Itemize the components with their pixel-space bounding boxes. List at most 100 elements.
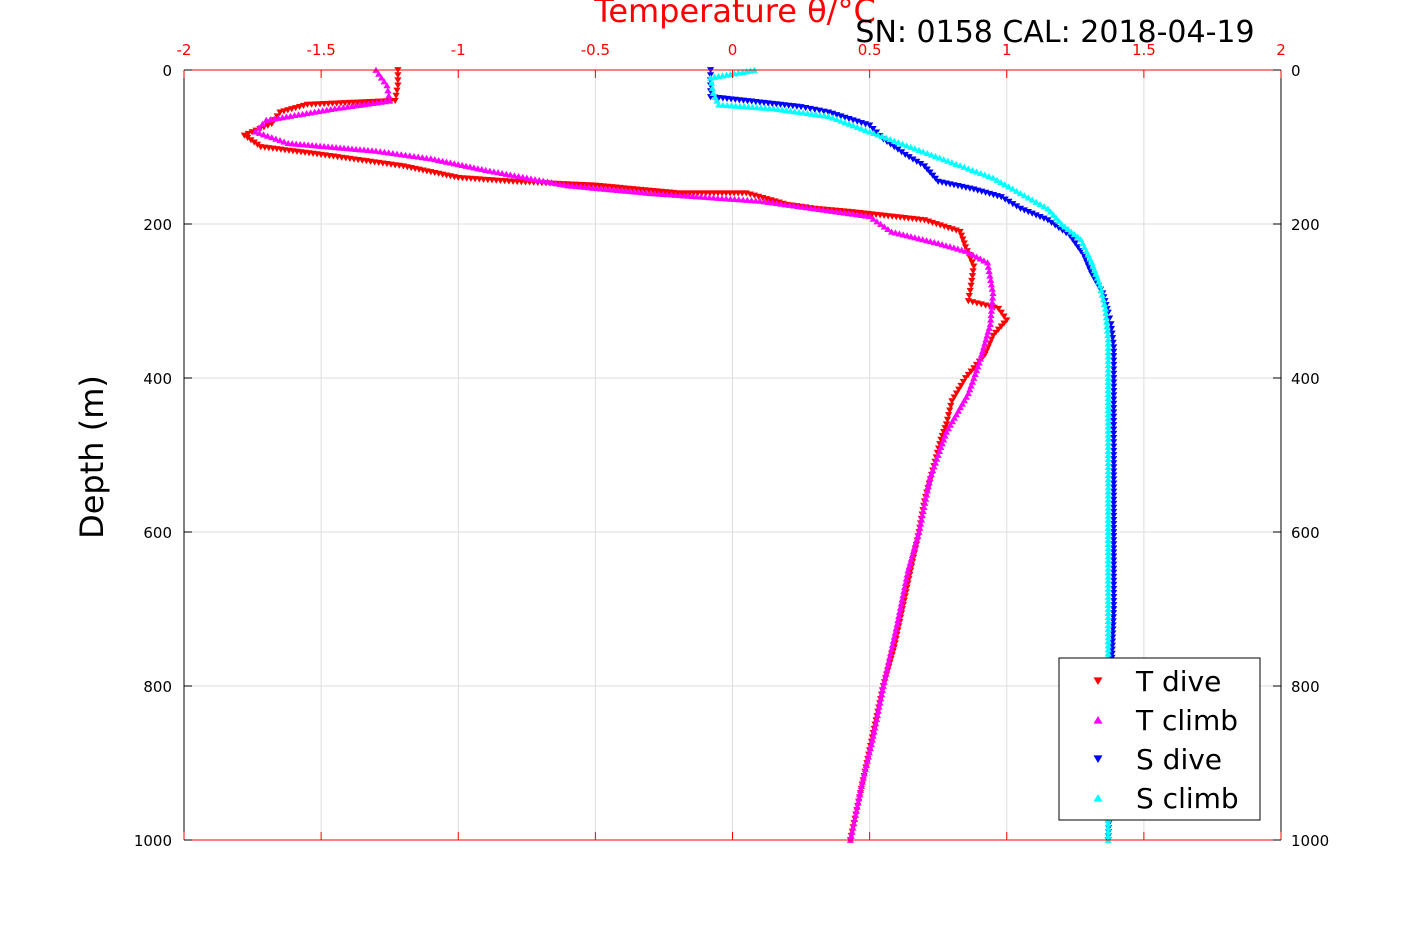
data-point — [1020, 192, 1028, 199]
data-point — [1110, 476, 1118, 483]
data-point — [1103, 327, 1112, 334]
data-point — [1110, 456, 1118, 463]
data-point — [989, 174, 997, 181]
data-point — [903, 142, 911, 149]
data-point — [1104, 512, 1112, 519]
data-point — [897, 600, 905, 607]
data-point — [931, 153, 940, 160]
data-point — [1104, 431, 1112, 438]
data-point — [1104, 500, 1112, 507]
data-point — [898, 596, 906, 603]
data-point — [1110, 496, 1118, 503]
data-point — [862, 761, 870, 768]
data-point — [901, 579, 910, 586]
data-point — [255, 124, 263, 131]
data-point — [829, 114, 837, 121]
data-point — [917, 520, 925, 527]
legend-marker — [1093, 677, 1103, 686]
data-point — [490, 168, 498, 175]
data-point — [915, 146, 923, 153]
data-point — [276, 109, 284, 116]
data-point — [887, 649, 895, 657]
data-point — [861, 126, 870, 133]
data-point — [861, 766, 869, 773]
data-point — [394, 77, 402, 84]
data-point — [880, 223, 888, 230]
data-point — [863, 757, 871, 764]
data-point — [1104, 344, 1112, 351]
data-point — [926, 169, 934, 176]
data-point — [1104, 455, 1112, 462]
data-point — [1000, 313, 1008, 320]
data-point — [1110, 492, 1118, 499]
data-point — [1104, 472, 1112, 479]
data-point — [857, 782, 865, 789]
data-point — [1103, 318, 1111, 325]
data-point — [1104, 820, 1112, 827]
data-point — [1104, 374, 1112, 381]
data-point — [244, 134, 252, 141]
data-point — [1104, 621, 1112, 629]
data-point — [1104, 650, 1112, 657]
data-point — [896, 604, 905, 611]
data-point — [369, 99, 377, 107]
data-point — [1104, 528, 1112, 535]
data-point — [708, 84, 716, 91]
data-point — [1110, 472, 1118, 479]
data-point — [966, 287, 974, 294]
data-point — [343, 103, 352, 110]
data-point — [853, 123, 861, 130]
legend-marker — [1093, 755, 1103, 764]
data-point — [867, 740, 875, 747]
data-point — [947, 402, 955, 409]
data-point — [1097, 286, 1105, 294]
data-point — [970, 365, 978, 372]
data-point — [1110, 525, 1118, 532]
data-point — [1071, 240, 1079, 247]
data-point — [1104, 386, 1112, 394]
data-point — [1110, 357, 1118, 364]
data-point — [882, 670, 890, 677]
data-point — [997, 178, 1005, 186]
data-point — [1104, 609, 1112, 616]
data-point — [982, 336, 990, 343]
data-point — [1110, 392, 1118, 399]
x-tick-label: -1.5 — [306, 41, 335, 59]
data-point — [1110, 464, 1118, 471]
data-point — [828, 207, 836, 214]
data-point — [964, 165, 972, 172]
y-tick-label-right: 400 — [1291, 370, 1320, 388]
data-point — [1104, 336, 1112, 343]
data-point — [906, 559, 914, 566]
data-point — [1104, 492, 1112, 499]
data-point — [967, 282, 975, 289]
data-point — [893, 621, 901, 628]
data-point — [908, 551, 917, 558]
data-point — [1001, 196, 1009, 203]
data-point — [385, 149, 393, 156]
data-point — [816, 111, 824, 118]
data-point — [1104, 361, 1112, 369]
data-point — [1104, 451, 1112, 458]
data-point — [878, 691, 886, 698]
data-point — [1104, 630, 1112, 637]
data-point — [1104, 382, 1112, 389]
data-point — [1104, 390, 1112, 398]
data-point — [1110, 366, 1118, 373]
y-tick-label-left: 600 — [143, 524, 172, 542]
data-point — [980, 343, 988, 351]
data-point — [874, 131, 882, 138]
data-point — [802, 204, 810, 211]
data-point — [250, 139, 258, 146]
x-tick-label: 2 — [1276, 41, 1286, 59]
data-point — [976, 255, 984, 262]
x-tick-label: 1.5 — [1132, 41, 1156, 59]
data-point — [760, 198, 768, 205]
data-point — [983, 259, 992, 266]
data-point — [770, 105, 778, 112]
data-point — [858, 778, 866, 785]
data-point — [938, 241, 946, 248]
legend: T dive T climb S dive S climb — [1058, 657, 1261, 821]
data-point — [794, 202, 802, 210]
